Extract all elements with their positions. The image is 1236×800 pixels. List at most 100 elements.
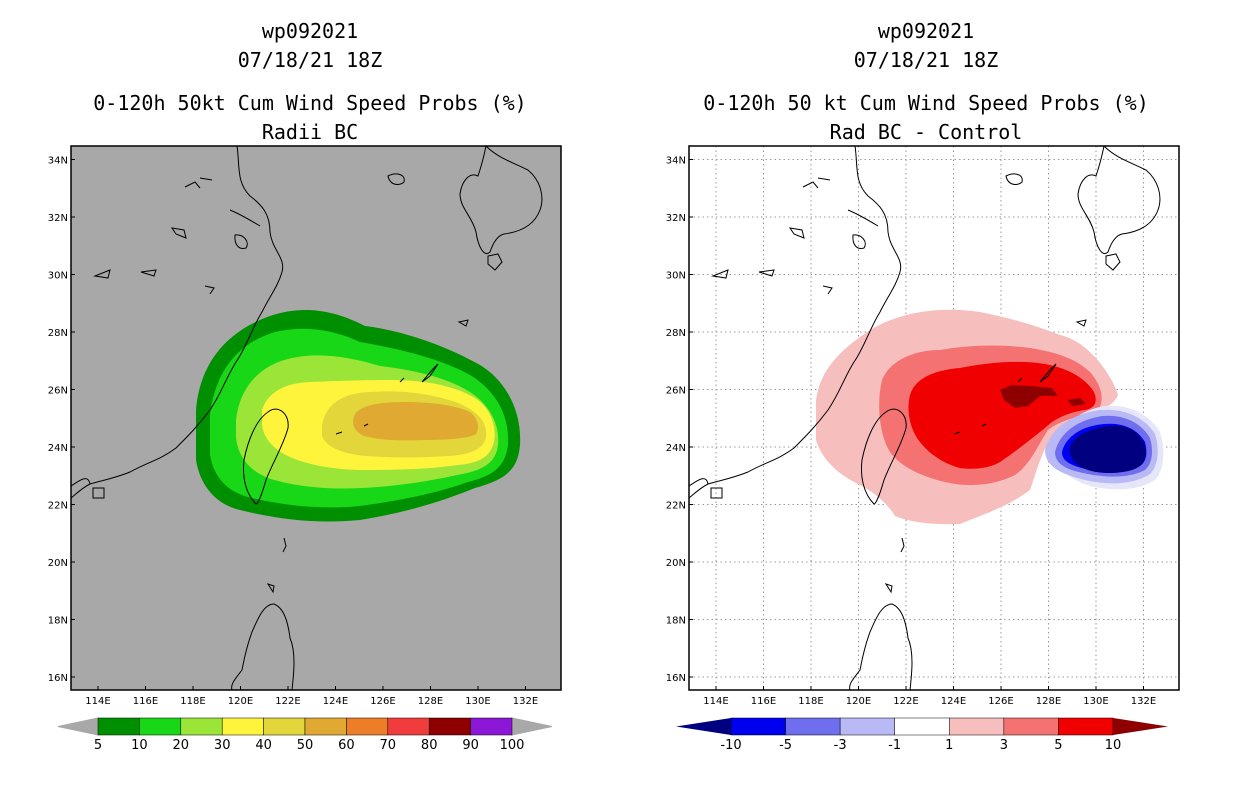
colorbar-segment bbox=[304, 717, 347, 736]
right-panel: wp092021 07/18/21 18Z 0-120h 50 kt Cum W… bbox=[666, 19, 1180, 753]
lon-tick-label: 118E bbox=[180, 696, 205, 707]
lat-tick-label: 32N bbox=[666, 213, 686, 224]
right-title-line3: 0-120h 50 kt Cum Wind Speed Probs (%) bbox=[703, 91, 1149, 115]
left-title-line1: wp092021 bbox=[262, 19, 358, 43]
lat-tick-label: 30N bbox=[666, 271, 686, 282]
colorbar-label: 3 bbox=[1000, 738, 1008, 753]
lon-tick-label: 114E bbox=[703, 696, 728, 707]
lat-tick-label: 22N bbox=[666, 501, 686, 512]
lat-tick-label: 28N bbox=[666, 328, 686, 339]
right-difference-contours bbox=[816, 309, 1164, 525]
colorbar-segment bbox=[263, 717, 306, 736]
lat-tick-label: 18N bbox=[666, 616, 686, 627]
left-title-line4: Radii BC bbox=[262, 120, 358, 144]
lat-tick-label: 18N bbox=[48, 616, 68, 627]
right-axis-ticks: 114E 116E 118E 120E 122E 124E 126E 128E 130E 132E… bbox=[666, 156, 1156, 708]
colorbar-label: -5 bbox=[779, 738, 792, 753]
lon-tick-label: 120E bbox=[228, 696, 253, 707]
lon-tick-label: 126E bbox=[988, 696, 1013, 707]
colorbar-segment bbox=[949, 717, 1005, 736]
lon-tick-label: 122E bbox=[893, 696, 918, 707]
colorbar-label: 20 bbox=[173, 738, 190, 753]
colorbar-segment bbox=[785, 717, 841, 736]
colorbar-segment bbox=[97, 717, 140, 736]
lon-tick-label: 122E bbox=[275, 696, 300, 707]
lon-tick-label: 126E bbox=[370, 696, 395, 707]
colorbar-label: 80 bbox=[421, 738, 438, 753]
lon-tick-label: 116E bbox=[133, 696, 158, 707]
colorbar-label: 70 bbox=[380, 738, 397, 753]
lat-tick-label: 22N bbox=[48, 501, 68, 512]
colorbar-segment bbox=[894, 717, 950, 736]
lat-tick-label: 20N bbox=[48, 558, 68, 569]
colorbar-high-arrow bbox=[1113, 718, 1168, 735]
left-title-line3: 0-120h 50kt Cum Wind Speed Probs (%) bbox=[93, 91, 526, 115]
lon-tick-label: 130E bbox=[465, 696, 490, 707]
lon-tick-label: 130E bbox=[1083, 696, 1108, 707]
colorbar-label: 60 bbox=[338, 738, 355, 753]
lat-tick-label: 34N bbox=[666, 156, 686, 167]
lat-tick-label: 30N bbox=[48, 271, 68, 282]
colorbar-label: 1 bbox=[945, 738, 953, 753]
colorbar-label: 10 bbox=[131, 738, 148, 753]
left-panel: wp092021 07/18/21 18Z 0-120h 50kt Cum Wi… bbox=[48, 19, 562, 753]
right-title-line2: 07/18/21 18Z bbox=[854, 48, 999, 72]
colorbar-label: 40 bbox=[255, 738, 272, 753]
left-probability-contours bbox=[196, 310, 521, 522]
colorbar-label: -10 bbox=[720, 738, 741, 753]
left-axis-ticks: 114E 116E 118E 120E 122E 124E 126E 128E 130E 132E… bbox=[48, 156, 538, 708]
lon-tick-label: 116E bbox=[751, 696, 776, 707]
lat-tick-label: 16N bbox=[666, 673, 686, 684]
lon-tick-label: 114E bbox=[85, 696, 110, 707]
left-map-frame bbox=[70, 145, 562, 691]
colorbar-segment bbox=[839, 717, 895, 736]
colorbar-low-arrow bbox=[57, 717, 99, 736]
lon-tick-label: 118E bbox=[798, 696, 823, 707]
colorbar-segment bbox=[180, 717, 223, 736]
right-title-line1: wp092021 bbox=[878, 19, 974, 43]
contour-plus-10 bbox=[1000, 385, 1058, 408]
contour-minus-10-core bbox=[1069, 425, 1146, 473]
lon-tick-label: 132E bbox=[513, 696, 538, 707]
lat-tick-label: 34N bbox=[48, 156, 68, 167]
colorbar-label: 50 bbox=[297, 738, 314, 753]
right-colorbar: -10 -5 -3 -1 1 3 5 10 bbox=[676, 717, 1168, 753]
colorbar-label: 30 bbox=[214, 738, 231, 753]
contour-50 bbox=[353, 402, 478, 441]
lat-tick-label: 24N bbox=[666, 443, 686, 454]
colorbar-low-arrow bbox=[676, 718, 731, 735]
colorbar-segment bbox=[221, 717, 264, 736]
lon-tick-label: 120E bbox=[846, 696, 871, 707]
left-coastlines bbox=[71, 146, 543, 690]
colorbar-label: 10 bbox=[1105, 738, 1122, 753]
contour-plus-10b bbox=[1068, 398, 1086, 406]
colorbar-segment bbox=[346, 717, 389, 736]
colorbar-segment bbox=[1003, 717, 1059, 736]
right-title-line4: Rad BC - Control bbox=[830, 120, 1023, 144]
left-colorbar: 5 10 20 30 40 50 60 70 80 90 100 bbox=[57, 717, 553, 753]
left-title-line2: 07/18/21 18Z bbox=[238, 48, 383, 72]
colorbar-segment bbox=[387, 717, 430, 736]
right-coastlines bbox=[689, 146, 1161, 690]
colorbar-label: -3 bbox=[834, 738, 847, 753]
lat-tick-label: 28N bbox=[48, 328, 68, 339]
lat-tick-label: 24N bbox=[48, 443, 68, 454]
lon-tick-label: 132E bbox=[1131, 696, 1156, 707]
lon-tick-label: 124E bbox=[323, 696, 348, 707]
colorbar-label: 5 bbox=[94, 738, 102, 753]
colorbar-segment bbox=[470, 717, 513, 736]
lon-tick-label: 128E bbox=[418, 696, 443, 707]
colorbar-segment bbox=[730, 717, 786, 736]
colorbar-segment bbox=[1058, 717, 1114, 736]
right-gridlines bbox=[689, 146, 1179, 690]
lat-tick-label: 26N bbox=[48, 386, 68, 397]
lat-tick-label: 26N bbox=[666, 386, 686, 397]
colorbar-label: 90 bbox=[462, 738, 479, 753]
colorbar-segment bbox=[139, 717, 182, 736]
right-map-frame bbox=[688, 145, 1180, 691]
colorbar-high-arrow bbox=[511, 717, 553, 736]
lat-tick-label: 16N bbox=[48, 673, 68, 684]
lat-tick-label: 32N bbox=[48, 213, 68, 224]
colorbar-label: 100 bbox=[500, 738, 525, 753]
